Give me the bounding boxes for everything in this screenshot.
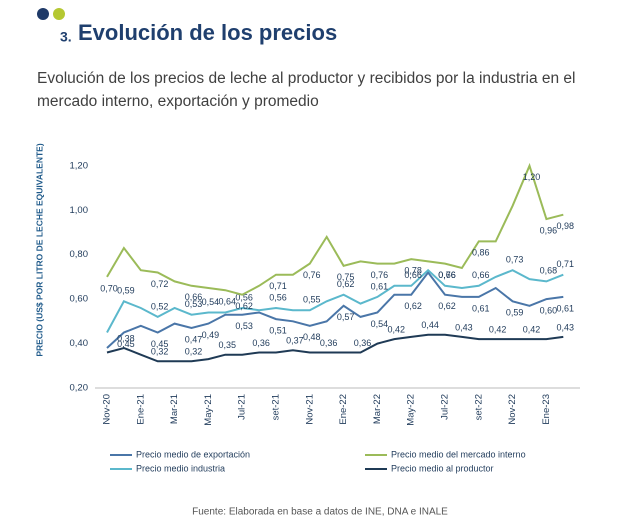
y-tick-label: 0,60	[70, 294, 89, 305]
data-label: 0,73	[506, 255, 524, 265]
data-label: 0,66	[438, 270, 456, 280]
data-label: 0,62	[404, 301, 422, 311]
data-label: 0,42	[523, 324, 541, 334]
decor-dot	[37, 8, 49, 20]
x-tick-label: Jul-21	[237, 394, 248, 420]
data-label: 0,78	[404, 266, 422, 276]
x-tick-label: Mar-22	[372, 394, 383, 424]
subtitle: Evolución de los precios de leche al pro…	[37, 70, 576, 110]
data-label: 0,64	[219, 297, 237, 307]
data-label: 0,32	[185, 347, 203, 357]
data-label: 0,56	[269, 292, 287, 302]
data-label: 0,38	[117, 333, 135, 343]
data-label: 0,98	[557, 221, 575, 231]
data-label: 0,48	[303, 332, 321, 342]
x-tick-label: May-21	[203, 394, 214, 426]
legend-label: Precio medio de exportación	[136, 449, 250, 459]
data-label: 0,56	[235, 292, 253, 302]
data-label: 0,75	[337, 272, 355, 282]
data-label: 0,68	[540, 266, 558, 276]
series-line	[106, 162, 564, 296]
series-line	[106, 268, 564, 333]
decor-dot	[53, 8, 65, 20]
data-label: 0,51	[269, 325, 287, 335]
data-label: 0,36	[354, 338, 372, 348]
data-label: 0,53	[235, 321, 253, 331]
data-label: 0,86	[472, 248, 490, 258]
data-label: 0,62	[337, 279, 355, 289]
data-label: 0,53	[185, 299, 203, 309]
chart-title: Evolución de los precios	[78, 20, 337, 45]
data-label: 0,36	[252, 338, 270, 348]
x-tick-label: Mar-21	[169, 394, 180, 424]
data-label: 0,76	[303, 270, 321, 280]
x-tick-label: Ene-22	[338, 394, 349, 425]
data-label: 0,47	[185, 334, 203, 344]
x-tick-label: set-22	[473, 394, 484, 420]
series-line	[106, 270, 564, 349]
y-tick-label: 0,40	[70, 338, 89, 349]
x-tick-label: set-21	[271, 394, 282, 420]
data-label: 0,54	[202, 297, 220, 307]
x-tick-label: Nov-20	[102, 394, 113, 425]
legend-label: Precio medio al productor	[391, 463, 494, 473]
x-tick-label: Nov-22	[507, 394, 518, 425]
data-label: 0,54	[371, 319, 389, 329]
x-tick-label: Nov-21	[304, 394, 315, 425]
data-label: 0,72	[151, 279, 169, 289]
data-label: 0,32	[151, 347, 169, 357]
data-label: 0,66	[404, 270, 422, 280]
x-tick-label: Jul-22	[440, 394, 451, 420]
series-line	[106, 333, 564, 363]
data-label: 0,43	[557, 322, 575, 332]
data-label: 0,76	[371, 270, 389, 280]
x-tick-label: Ene-21	[135, 394, 146, 425]
data-label: 0,35	[219, 340, 237, 350]
data-label: 0,37	[286, 336, 304, 346]
data-label: 0,44	[421, 320, 439, 330]
x-tick-label: Ene-23	[541, 394, 552, 425]
data-label: 1,20	[523, 172, 541, 182]
data-label: 0,61	[557, 303, 575, 313]
y-axis-label: PRECIO (US$ POR LITRO DE LECHE EQUIVALEN…	[34, 143, 44, 356]
data-label: 0,36	[320, 338, 338, 348]
section-number: 3.	[60, 29, 72, 45]
data-label: 0,49	[202, 330, 220, 340]
x-tick-label: May-22	[406, 394, 417, 426]
y-tick-label: 0,20	[70, 383, 89, 394]
y-tick-label: 0,80	[70, 249, 89, 260]
data-label: 0,42	[489, 324, 507, 334]
data-label: 0,62	[438, 301, 456, 311]
data-label: 0,70	[100, 283, 118, 293]
data-label: 0,76	[438, 270, 456, 280]
data-label: 0,43	[455, 322, 473, 332]
data-label: 0,62	[235, 301, 253, 311]
data-label: 0,66	[472, 270, 490, 280]
data-label: 0,71	[269, 281, 287, 291]
data-label: 0,45	[117, 339, 135, 349]
data-label: 0,59	[506, 308, 524, 318]
data-label: 0,42	[388, 324, 406, 334]
data-label: 0,61	[371, 281, 389, 291]
data-label: 0,96	[540, 226, 558, 236]
legend-label: Precio medio industria	[136, 463, 225, 473]
data-label: 0,59	[117, 286, 135, 296]
data-label: 0,45	[151, 339, 169, 349]
data-label: 0,52	[151, 301, 169, 311]
y-tick-label: 1,00	[70, 205, 89, 216]
data-label: 0,60	[540, 306, 558, 316]
legend-label: Precio medio del mercado interno	[391, 449, 526, 459]
data-label: 0,66	[185, 292, 203, 302]
data-label: 0,61	[472, 303, 490, 313]
source: Fuente: Elaborada en base a datos de INE…	[192, 507, 448, 518]
data-label: 0,71	[557, 259, 575, 269]
data-label: 0,55	[303, 295, 321, 305]
y-tick-label: 1,20	[70, 160, 89, 171]
data-label: 0,57	[337, 312, 355, 322]
